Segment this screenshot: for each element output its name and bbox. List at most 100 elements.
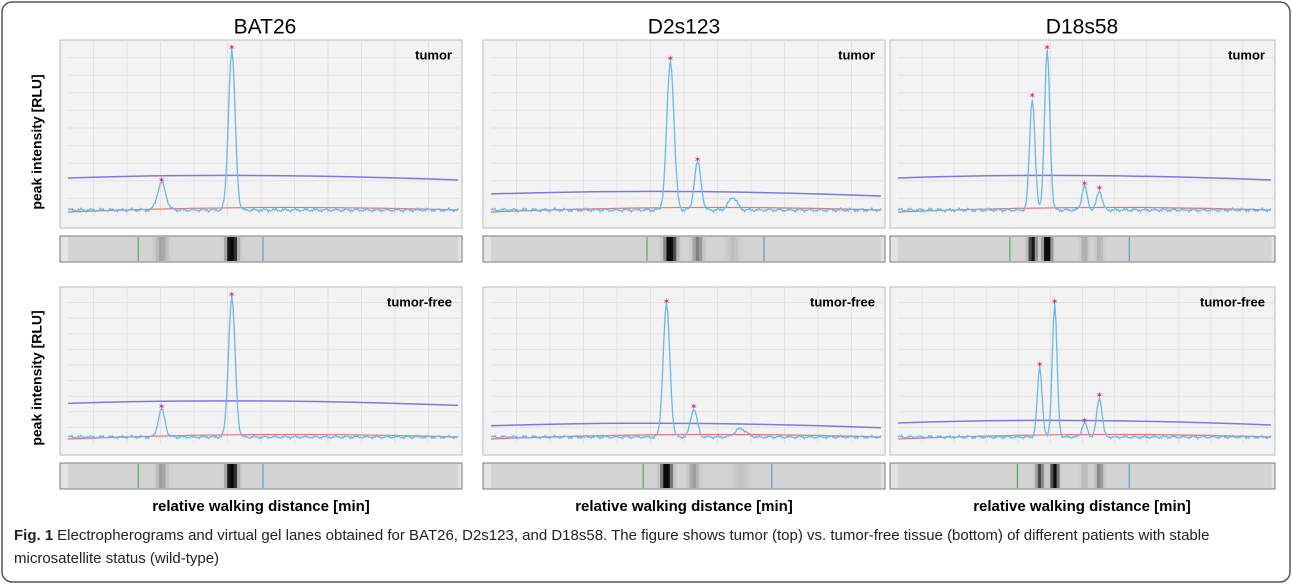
gel-band bbox=[247, 237, 251, 261]
gel-band bbox=[1094, 237, 1098, 261]
gel-band bbox=[540, 464, 544, 488]
gel-band bbox=[387, 464, 391, 488]
gel-band bbox=[1057, 464, 1061, 488]
gel-band bbox=[1097, 237, 1101, 261]
gel-band bbox=[224, 237, 228, 261]
gel-band bbox=[214, 464, 218, 488]
gel-band bbox=[292, 237, 296, 261]
gel-band bbox=[676, 464, 680, 488]
gel-band bbox=[1175, 237, 1179, 261]
gel-band bbox=[1203, 464, 1207, 488]
gel-band bbox=[806, 237, 810, 261]
gel-band bbox=[110, 464, 114, 488]
gel-band bbox=[938, 464, 942, 488]
gel-band bbox=[88, 237, 92, 261]
gel-band bbox=[1125, 237, 1129, 261]
gel-band bbox=[832, 237, 836, 261]
gel-band bbox=[615, 237, 619, 261]
gel-band bbox=[670, 464, 674, 488]
gel-band bbox=[954, 464, 958, 488]
gel-band bbox=[1240, 237, 1244, 261]
gel-band bbox=[741, 237, 745, 261]
gel-band bbox=[1144, 464, 1148, 488]
gel-band bbox=[1184, 464, 1188, 488]
gel-band bbox=[185, 464, 189, 488]
gel-band bbox=[1221, 237, 1225, 261]
gel-band bbox=[409, 464, 413, 488]
gel-band bbox=[78, 237, 82, 261]
gel-band bbox=[250, 237, 254, 261]
gel-band bbox=[1200, 464, 1204, 488]
y-axis-label: peak intensity [RLU] bbox=[29, 310, 45, 445]
gel-band bbox=[1178, 464, 1182, 488]
column-title: BAT26 bbox=[234, 16, 297, 39]
gel-band bbox=[533, 464, 537, 488]
gel-band bbox=[1246, 237, 1250, 261]
gel-band bbox=[699, 464, 703, 488]
gel-band bbox=[1206, 464, 1210, 488]
gel-band bbox=[146, 464, 150, 488]
gel-band bbox=[608, 464, 612, 488]
gel-band bbox=[322, 237, 326, 261]
gel-band bbox=[637, 464, 641, 488]
gel-band bbox=[871, 237, 875, 261]
gel-band bbox=[1190, 464, 1194, 488]
gel-band bbox=[227, 464, 231, 488]
gel-band bbox=[706, 464, 710, 488]
gel-band bbox=[699, 237, 703, 261]
gel-band bbox=[114, 464, 118, 488]
gel-band bbox=[1047, 464, 1051, 488]
gel-band bbox=[1122, 237, 1126, 261]
gel-band bbox=[728, 237, 732, 261]
gel-band bbox=[960, 237, 964, 261]
gel-band bbox=[605, 237, 609, 261]
gel-band bbox=[208, 464, 212, 488]
gel-band bbox=[338, 237, 342, 261]
gel-band bbox=[247, 464, 251, 488]
gel-band bbox=[826, 237, 830, 261]
gel-band bbox=[845, 237, 849, 261]
gel-band bbox=[110, 237, 114, 261]
gel-band bbox=[1231, 237, 1235, 261]
gel-band bbox=[935, 237, 939, 261]
gel-band bbox=[1081, 237, 1085, 261]
gel-band bbox=[400, 237, 404, 261]
gel-band bbox=[208, 237, 212, 261]
gel-band bbox=[719, 237, 723, 261]
gel-band bbox=[569, 464, 573, 488]
gel-band bbox=[663, 464, 667, 488]
gel-band bbox=[689, 237, 693, 261]
gel-band bbox=[1150, 237, 1154, 261]
gel-band bbox=[309, 237, 313, 261]
gel-band bbox=[618, 237, 622, 261]
row-label: tumor-free bbox=[1200, 294, 1265, 309]
gel-band bbox=[335, 464, 339, 488]
gel-band bbox=[1103, 237, 1107, 261]
gel-band bbox=[754, 237, 758, 261]
gel-band bbox=[585, 237, 589, 261]
gel-band bbox=[948, 237, 952, 261]
gel-band bbox=[637, 237, 641, 261]
gel-band bbox=[842, 464, 846, 488]
gel-band bbox=[494, 237, 498, 261]
gel-band bbox=[1181, 464, 1185, 488]
gel-band bbox=[1159, 464, 1163, 488]
gel-band bbox=[1196, 464, 1200, 488]
gel-band bbox=[1243, 464, 1247, 488]
gel-band bbox=[185, 237, 189, 261]
gel-band bbox=[357, 237, 361, 261]
gel-band bbox=[1097, 464, 1101, 488]
gel-band bbox=[741, 464, 745, 488]
gel-band bbox=[169, 237, 173, 261]
gel-band bbox=[1091, 464, 1095, 488]
gel-band bbox=[218, 464, 222, 488]
gel-band bbox=[231, 237, 235, 261]
gel-band bbox=[910, 464, 914, 488]
gel-band bbox=[68, 237, 72, 261]
gel-band bbox=[309, 464, 313, 488]
gel-band bbox=[302, 464, 306, 488]
gel-band bbox=[1162, 237, 1166, 261]
gel-band bbox=[1106, 464, 1110, 488]
gel-band bbox=[1044, 237, 1048, 261]
gel-band bbox=[1168, 237, 1172, 261]
